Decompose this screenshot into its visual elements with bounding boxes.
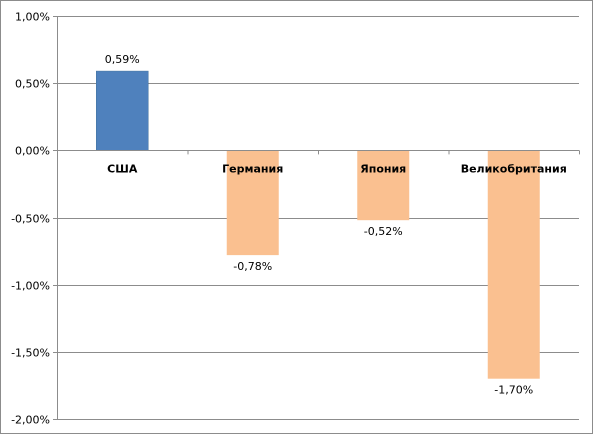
bar-2 (357, 150, 410, 221)
category-label-3: Великобритания (461, 162, 567, 175)
data-label-2: -0,52% (364, 225, 403, 238)
bars (96, 70, 540, 379)
data-label-3: -1,70% (494, 384, 533, 397)
y-tick-label: -1,50% (11, 347, 50, 360)
category-label-1: Германия (222, 162, 283, 175)
y-tick-label: 0,00% (15, 145, 50, 158)
y-tick-label: 0,50% (15, 78, 50, 91)
axes (53, 16, 580, 420)
category-label-2: Япония (360, 162, 406, 175)
y-tick-label: 1,00% (15, 11, 50, 24)
bar-1 (226, 150, 279, 256)
y-tick-label: -1,00% (11, 280, 50, 293)
bar-0 (96, 70, 149, 151)
bar-3 (487, 150, 540, 379)
y-tick-label: -0,50% (11, 213, 50, 226)
category-label-0: США (107, 162, 138, 175)
labels: 1,00% 0,50% 0,00% -0,50% -1,00% -1,50% -2,00% 0… (11, 11, 567, 427)
data-label-1: -0,78% (233, 260, 272, 273)
y-tick-label: -2,00% (11, 414, 50, 427)
data-label-0: 0,59% (105, 53, 140, 66)
